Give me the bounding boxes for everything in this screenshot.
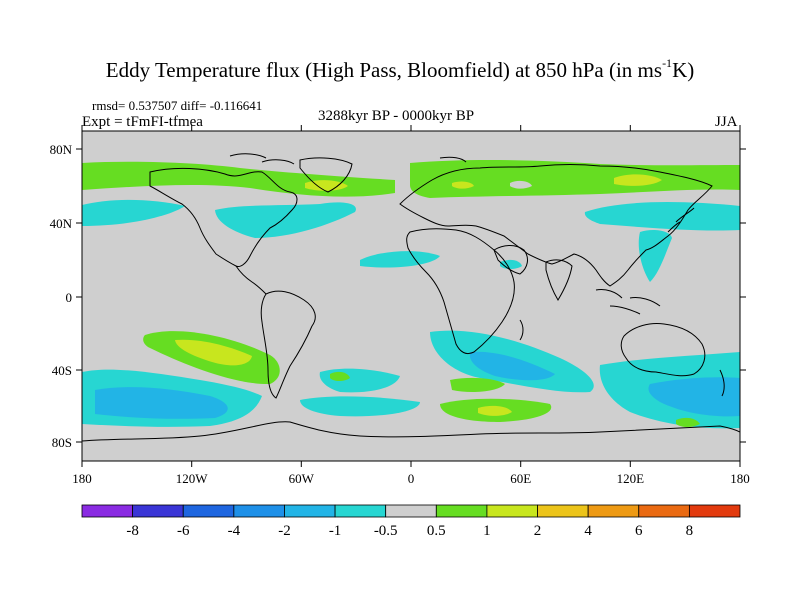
colorbar-box <box>486 504 538 518</box>
colorbar-box <box>638 504 690 518</box>
coast-central-america <box>235 265 267 295</box>
lon-label-120w: 120W <box>176 471 209 486</box>
colorbar-box <box>81 504 134 518</box>
lon-label-60w: 60W <box>289 471 315 486</box>
colorbar-label: -6 <box>177 523 190 539</box>
colorbar-label: 2 <box>534 523 542 539</box>
colorbar-label: 4 <box>584 523 592 539</box>
coast-africa <box>406 228 515 355</box>
coast-madagascar <box>519 319 524 341</box>
colorbar-box <box>284 504 336 518</box>
colorbar-label: 8 <box>686 523 694 539</box>
lon-label-180e: 180 <box>730 471 750 486</box>
contour-soocean-west-dark <box>95 387 228 419</box>
colorbar-label: 0.5 <box>427 523 446 539</box>
colorbar-box <box>233 504 285 518</box>
contour-nh-grey-hole <box>510 180 532 189</box>
contour-nwpacific-neg <box>584 202 740 231</box>
colorbar-label: -8 <box>126 523 139 539</box>
contour-eqpacific-neg <box>360 251 440 268</box>
colorbar-box <box>385 504 437 518</box>
title-superscript: -1 <box>662 56 673 70</box>
lat-label-0: 0 <box>66 290 73 305</box>
lon-ticks <box>81 125 741 467</box>
lon-label-60e: 60E <box>510 471 531 486</box>
lon-label-120e: 120E <box>617 471 645 486</box>
coast-north-america <box>149 167 298 267</box>
colorbar-box <box>688 504 741 518</box>
contour-sindian-yellow <box>478 405 512 416</box>
lat-ticks <box>76 148 746 443</box>
coast-greenland <box>299 157 353 193</box>
coast-india <box>545 259 573 301</box>
lat-label-40n: 40N <box>50 216 73 231</box>
colorbar-box <box>132 504 184 518</box>
contour-wpacific-neg <box>638 230 672 282</box>
colorbar-label: 1 <box>483 523 491 539</box>
colorbar-label: -1 <box>329 523 342 539</box>
colorbar-box <box>182 504 235 518</box>
lat-label-80s: 80S <box>52 435 72 450</box>
contour-nh-yellow-2 <box>614 174 662 186</box>
colorbar-box <box>587 504 640 518</box>
title-text: Eddy Temperature flux (High Pass, Bloomf… <box>105 58 663 82</box>
colorbar-label: 6 <box>635 523 643 539</box>
lon-label-180w: 180 <box>72 471 92 486</box>
coast-new-zealand <box>719 369 725 397</box>
lat-label-40s: 40S <box>52 363 72 378</box>
contour-soocean-lower <box>300 396 420 417</box>
stats-label: rmsd= 0.537507 diff= -0.116641 <box>92 98 263 113</box>
coastlines <box>82 153 740 442</box>
contour-spacific-small-pos <box>330 371 350 381</box>
coast-se-asia-islands <box>595 289 661 315</box>
contour-npacific-neg <box>82 199 185 226</box>
colorbar-box <box>537 504 589 518</box>
contour-nh-yellow-3 <box>452 181 474 189</box>
contour-nh-yellow-1 <box>305 180 348 191</box>
contour-soocean-east-dark <box>648 377 740 417</box>
colorbar: -8 -6 -4 -2 -1 -0.5 0.5 1 2 4 6 8 <box>81 504 741 539</box>
coast-arabia <box>493 245 528 275</box>
coast-europe-asia <box>399 164 713 287</box>
colorbar-label: -4 <box>228 523 241 539</box>
colorbar-label: -0.5 <box>374 523 398 539</box>
contour-spacific-yellow <box>175 339 252 366</box>
experiment-label: Expt = tFmFI-tfmea <box>82 114 203 130</box>
colorbar-label: -2 <box>278 523 291 539</box>
coast-arctic-islands <box>229 153 467 165</box>
coast-south-america <box>260 290 316 399</box>
colorbar-box <box>435 504 488 518</box>
colorbar-box <box>334 504 387 518</box>
map-title: Eddy Temperature flux (High Pass, Bloomf… <box>0 56 800 83</box>
season-label: JJA <box>715 114 738 130</box>
contour-soocean-mid-dark <box>469 351 555 381</box>
contour-seast-pos <box>676 417 700 427</box>
lat-label-80n: 80N <box>50 142 73 157</box>
contour-natlantic-neg <box>215 202 356 238</box>
contour-satlantic-pos <box>450 377 505 392</box>
contour-layer <box>82 160 740 429</box>
coast-antarctica <box>82 421 740 442</box>
coast-australia <box>620 323 706 377</box>
contour-nh-band-east <box>410 160 740 198</box>
coast-japan <box>667 207 695 233</box>
title-suffix: K) <box>672 58 695 82</box>
lon-label-0: 0 <box>408 471 415 486</box>
period-label: 3288kyr BP - 0000kyr BP <box>318 108 475 124</box>
